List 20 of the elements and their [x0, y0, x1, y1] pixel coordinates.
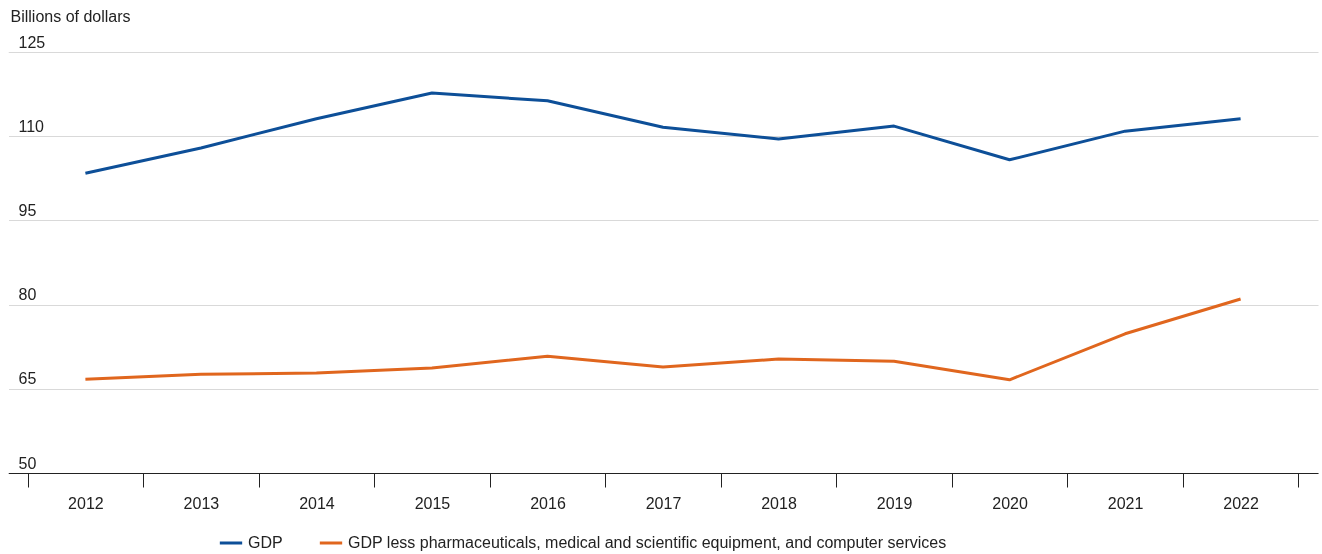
x-tick-label: 2020	[992, 494, 1028, 512]
x-tick-label: 2013	[183, 494, 220, 512]
y-tick-label: 80	[18, 286, 37, 304]
x-tick-label: 2014	[299, 494, 335, 512]
x-tick-label: 2012	[68, 494, 104, 512]
x-tick-label: 2018	[761, 494, 797, 512]
x-tick-label: 2016	[530, 494, 566, 512]
legend-label: GDP	[248, 534, 283, 551]
y-tick-label: 110	[18, 117, 45, 135]
y-tick-label: 50	[18, 454, 37, 472]
y-tick-label: 125	[18, 33, 46, 51]
legend-label: GDP less pharmaceuticals, medical and scientific equipment, and computer services	[348, 534, 947, 551]
x-tick-label: 2022	[1223, 494, 1259, 512]
x-tick-label: 2021	[1107, 494, 1144, 512]
y-tick-label: 95	[18, 201, 37, 219]
y-axis-title: Billions of dollars	[10, 7, 131, 25]
x-tick-label: 2019	[876, 494, 913, 512]
x-tick-label: 2017	[645, 494, 682, 512]
x-tick-label: 2015	[414, 494, 451, 512]
y-tick-label: 65	[18, 370, 37, 388]
